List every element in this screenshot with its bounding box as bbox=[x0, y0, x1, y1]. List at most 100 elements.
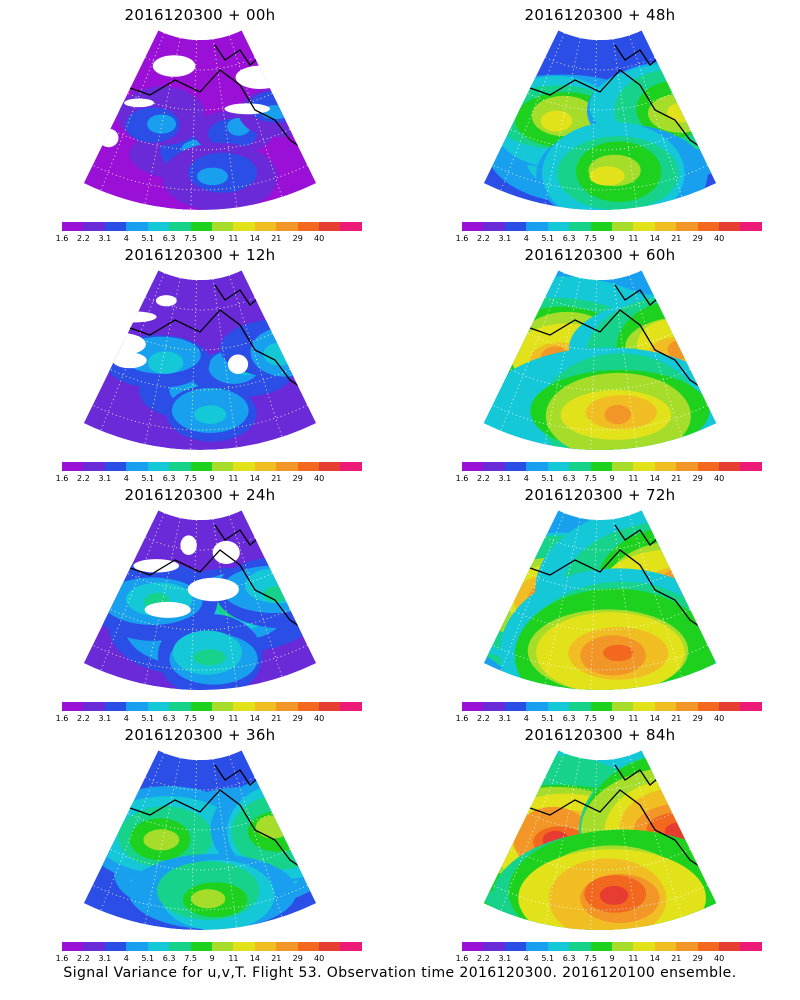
colorbar-swatch bbox=[611, 942, 634, 951]
colorbar-swatch bbox=[211, 702, 234, 711]
colorbar-swatch bbox=[297, 222, 320, 231]
colorbar bbox=[62, 462, 362, 471]
colorbar-tick-label: 2.2 bbox=[77, 474, 90, 483]
longitude-line bbox=[190, 279, 198, 450]
colorbar-swatch bbox=[676, 942, 698, 951]
contour-fill bbox=[589, 166, 625, 186]
colorbar-tick-label: 40 bbox=[714, 474, 725, 483]
longitude-line bbox=[628, 515, 683, 678]
missing-data-patch bbox=[52, 336, 82, 345]
colorbar-swatch bbox=[569, 702, 591, 711]
variance-map bbox=[483, 510, 717, 690]
colorbar-swatch bbox=[126, 942, 148, 951]
contour-fill bbox=[540, 110, 573, 132]
colorbar-swatch bbox=[526, 222, 548, 231]
colorbar-swatch bbox=[654, 222, 677, 231]
colorbar-swatch bbox=[169, 222, 191, 231]
colorbar-tick-label: 4 bbox=[523, 714, 529, 723]
colorbar-swatch bbox=[147, 462, 170, 471]
colorbar-swatch bbox=[340, 222, 362, 231]
latitude-line bbox=[509, 368, 691, 391]
colorbar-tick-label: 2.2 bbox=[477, 234, 490, 243]
colorbar-swatch bbox=[169, 702, 191, 711]
longitude-line bbox=[190, 39, 198, 210]
longitude-line bbox=[212, 39, 238, 208]
forecast-panel: 2016120300 + 72h 1.6 2.2 3.1 4 5.1 6.3 7.5 9 11 14… bbox=[400, 480, 800, 725]
colorbar-swatch bbox=[611, 702, 634, 711]
colorbar-tick-label: 40 bbox=[314, 714, 325, 723]
colorbar-tick-label: 3.1 bbox=[498, 714, 512, 723]
latitude-line bbox=[509, 128, 691, 151]
colorbar-swatch bbox=[62, 462, 84, 471]
panel-title: 2016120300 + 24h bbox=[124, 486, 276, 504]
colorbar-tick-label: 14 bbox=[649, 234, 660, 243]
colorbar-tick-label: 1.6 bbox=[455, 954, 469, 963]
missing-data-patch bbox=[264, 65, 316, 74]
colorbar-swatch bbox=[611, 222, 634, 231]
colorbar-tick-label: 21 bbox=[671, 954, 682, 963]
colorbar-swatch bbox=[254, 702, 277, 711]
longitude-line bbox=[100, 32, 165, 191]
longitude-line bbox=[500, 752, 565, 911]
panel-title: 2016120300 + 72h bbox=[524, 486, 676, 504]
latitude-line bbox=[492, 404, 708, 431]
colorbar-swatch bbox=[190, 702, 212, 711]
colorbar-tick-label: 1.6 bbox=[455, 474, 469, 483]
colorbar-swatch bbox=[590, 462, 612, 471]
colorbar-tick-label: 7.5 bbox=[584, 954, 597, 963]
colorbar-tick-label: 6.3 bbox=[562, 474, 576, 483]
colorbar-tick-label: 40 bbox=[314, 234, 325, 243]
missing-data-patch bbox=[329, 352, 359, 370]
longitude-line bbox=[590, 759, 598, 930]
colorbar-tick-label: 7.5 bbox=[184, 234, 197, 243]
colorbar-swatch bbox=[590, 942, 612, 951]
contour-fill bbox=[603, 644, 634, 662]
colorbar-tick-label: 6.3 bbox=[162, 474, 176, 483]
missing-data-patch bbox=[63, 90, 79, 102]
colorbar-swatch bbox=[62, 942, 84, 951]
colorbar-tick-label: 14 bbox=[249, 714, 260, 723]
longitude-line bbox=[228, 515, 283, 678]
latitude-line bbox=[545, 536, 655, 551]
colorbar-tick-label: 1.6 bbox=[55, 234, 69, 243]
colorbar-tick-label: 14 bbox=[649, 474, 660, 483]
missing-data-patch bbox=[227, 354, 249, 375]
latitude-line bbox=[492, 164, 708, 191]
colorbar-tick-label: 4 bbox=[523, 234, 529, 243]
colorbar bbox=[462, 222, 762, 231]
colorbar-swatch bbox=[233, 222, 255, 231]
colorbar-tick-label: 21 bbox=[271, 474, 282, 483]
latitude-line bbox=[145, 296, 255, 311]
colorbar-tick-label: 3.1 bbox=[98, 954, 112, 963]
longitude-line bbox=[612, 39, 638, 208]
colorbar-swatch bbox=[697, 222, 720, 231]
latitude-line bbox=[92, 644, 308, 671]
colorbar-swatch bbox=[526, 702, 548, 711]
colorbar-swatch bbox=[654, 462, 677, 471]
panel-title: 2016120300 + 84h bbox=[524, 726, 676, 744]
latitude-line bbox=[545, 776, 655, 791]
colorbar-tick-label: 2.2 bbox=[477, 474, 490, 483]
colorbar-tick-label: 14 bbox=[649, 954, 660, 963]
longitude-line bbox=[228, 35, 283, 198]
colorbar-swatch bbox=[147, 222, 170, 231]
colorbar bbox=[62, 702, 362, 711]
colorbar-tick-label: 4 bbox=[123, 474, 129, 483]
colorbar-tick-label: 11 bbox=[228, 714, 239, 723]
colorbar-tick-label: 21 bbox=[671, 234, 682, 243]
colorbar-swatch bbox=[104, 222, 127, 231]
colorbar-tick-label: 1.6 bbox=[455, 714, 469, 723]
colorbar-swatch bbox=[611, 462, 634, 471]
longitude-line bbox=[628, 755, 683, 918]
contour-fill bbox=[604, 404, 632, 425]
colorbar-swatch bbox=[719, 462, 741, 471]
longitude-line bbox=[100, 752, 165, 911]
colorbar-tick-label: 29 bbox=[692, 714, 703, 723]
colorbar-swatch bbox=[547, 222, 570, 231]
contour-fill bbox=[250, 326, 317, 377]
latitude-line bbox=[92, 404, 308, 431]
colorbar-tick-label: 6.3 bbox=[162, 234, 176, 243]
colorbar-tick-label: 4 bbox=[123, 954, 129, 963]
colorbar-swatch bbox=[483, 702, 505, 711]
colorbar-swatch bbox=[719, 222, 741, 231]
